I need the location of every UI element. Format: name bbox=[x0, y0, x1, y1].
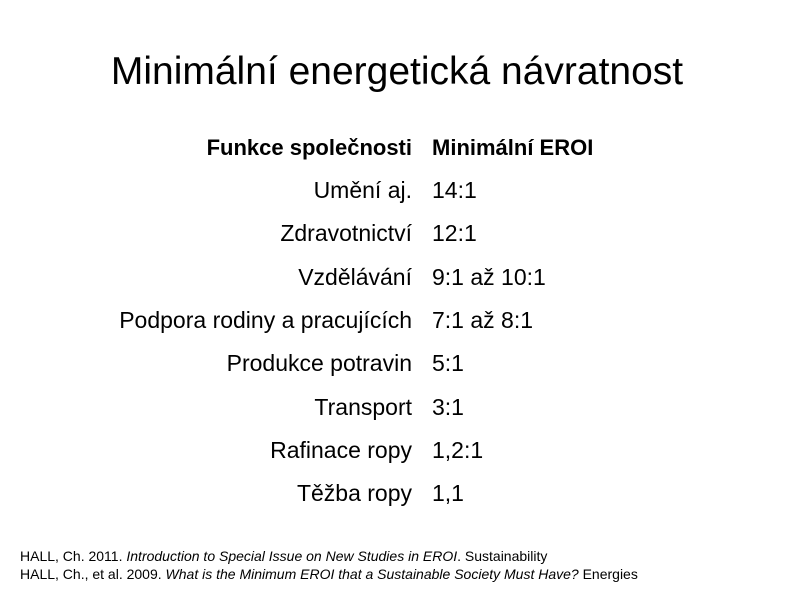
reference: HALL, Ch., et al. 2009. What is the Mini… bbox=[20, 565, 638, 583]
society-function: Vzdělávání bbox=[298, 263, 412, 290]
society-function: Umění aj. bbox=[313, 177, 412, 203]
society-function: Transport bbox=[314, 393, 412, 420]
eroi-value: 1,1 bbox=[432, 480, 464, 507]
eroi-value: 12:1 bbox=[432, 220, 477, 247]
reference-part: Introduction to Special Issue on New Stu… bbox=[126, 548, 458, 564]
header-cell: Minimální EROI bbox=[432, 135, 594, 160]
eroi-value: 9:1 až 10:1 bbox=[432, 263, 546, 290]
reference: HALL, Ch. 2011. Introduction to Special … bbox=[20, 547, 638, 565]
reference-part: HALL, Ch., et al. 2009. bbox=[20, 566, 166, 582]
eroi-value: 5:1 bbox=[432, 350, 464, 377]
references: HALL, Ch. 2011. Introduction to Special … bbox=[20, 547, 638, 583]
slide-title: Minimální energetická návratnost bbox=[110, 50, 684, 93]
eroi-value: 3:1 bbox=[432, 393, 464, 420]
reference-part: HALL, Ch. 2011. bbox=[20, 548, 127, 564]
society-function: Těžba ropy bbox=[296, 480, 412, 507]
eroi-value: 7:1 až 8:1 bbox=[432, 306, 534, 333]
reference-part: Energies bbox=[578, 566, 638, 582]
eroi-value: 1,2:1 bbox=[432, 436, 484, 463]
society-function: Podpora rodiny a pracujících bbox=[119, 306, 412, 333]
eroi-value: 14:1 bbox=[432, 177, 477, 203]
society-function: Zdravotnictví bbox=[280, 220, 412, 247]
society-function: Rafinace ropy bbox=[270, 436, 412, 463]
header-cell: Funkce společnosti bbox=[206, 135, 412, 160]
reference-part: . Sustainability bbox=[457, 548, 548, 564]
reference-part: What is the Minimum EROI that a Sustaina… bbox=[165, 566, 579, 582]
society-function: Produkce potravin bbox=[226, 350, 412, 377]
